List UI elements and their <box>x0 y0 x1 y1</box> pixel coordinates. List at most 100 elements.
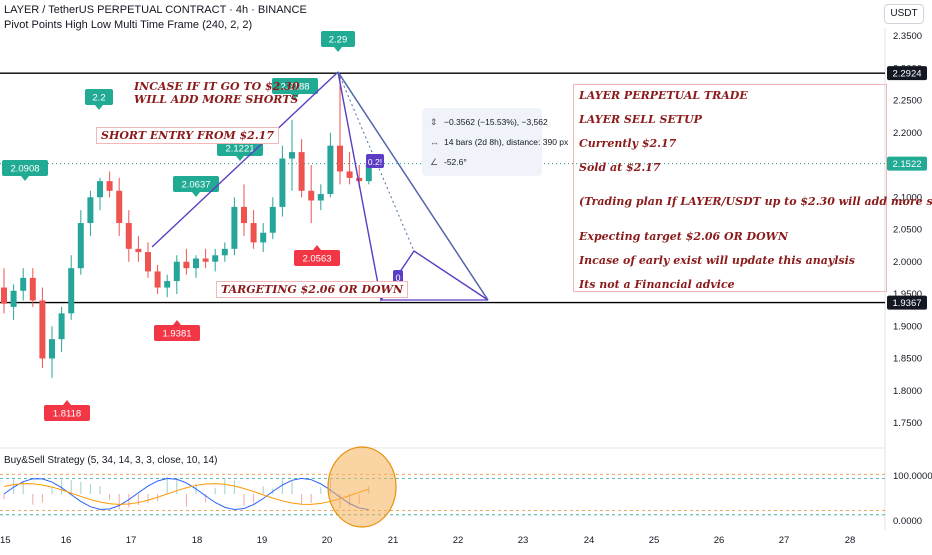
range-icon: ⇕ <box>430 117 438 127</box>
pivot-pointer <box>236 156 244 161</box>
measure-angle: -52.6° <box>444 157 467 167</box>
annotation-targeting: TARGETING $2.06 OR DOWN <box>216 281 409 298</box>
x-tick-label: 25 <box>649 535 660 546</box>
plan-line-4: Sold at $2.17 <box>579 161 661 174</box>
y-tick-label: 2.2000 <box>893 128 922 139</box>
candle-body <box>97 181 103 198</box>
oscillator-tick-label: 100.0000 <box>893 471 932 482</box>
annotation-short-entry: SHORT ENTRY FROM $2.17 <box>96 127 279 144</box>
trade-plan-box: LAYER PERPETUAL TRADE LAYER SELL SETUP C… <box>573 84 932 292</box>
pivot-pointer <box>192 192 200 197</box>
x-tick-label: 19 <box>257 535 268 546</box>
pivot-pointer <box>173 320 181 325</box>
candle-body <box>173 261 180 282</box>
symbol-title: LAYER / TetherUS PERPETUAL CONTRACT · 4h… <box>4 4 307 16</box>
pivot-label-box <box>272 78 318 94</box>
candle-body <box>346 171 353 178</box>
x-tick-label: 27 <box>779 535 790 546</box>
x-tick-label: 17 <box>126 535 137 546</box>
oscillator-tick-label: 0.0000 <box>893 516 922 527</box>
x-tick-label: 26 <box>714 535 725 546</box>
pivot-label-text: 1.8118 <box>53 409 81 420</box>
candle-body <box>202 258 209 262</box>
y-tick-label: 2.0500 <box>893 225 922 236</box>
measure-tooltip: ⇕ −0.3562 (−15.53%), −3,562 ↔ 14 bars (2d … <box>422 108 568 176</box>
pivot-label-box <box>2 160 48 176</box>
trend-line <box>151 71 339 248</box>
pivot-label-box <box>173 176 219 192</box>
candle-body <box>39 300 46 359</box>
price-tag-label: 1.9367 <box>892 298 921 309</box>
pivot-label-text: 2.2 <box>92 93 105 104</box>
candle-body <box>29 277 36 301</box>
candle-body <box>135 248 142 253</box>
candle-body <box>20 277 27 291</box>
y-tick-label: 2.3500 <box>893 31 922 42</box>
price-tag-label: 2.1522 <box>892 159 921 170</box>
pivot-pointer <box>21 176 29 181</box>
pivot-label-box <box>294 250 340 266</box>
plan-line-1: LAYER PERPETUAL TRADE <box>579 89 748 102</box>
pivot-pointer <box>313 245 321 250</box>
candle-body <box>116 190 123 224</box>
candle-body <box>87 197 94 224</box>
candle-body <box>145 252 151 272</box>
pivot-label-text: 2.0908 <box>10 164 39 175</box>
y-tick-label: 1.8000 <box>893 386 922 397</box>
pivot-label-text: 2.1221 <box>225 144 254 155</box>
candle-body <box>337 145 343 172</box>
plan-line-7: Incase of early exist will update this a… <box>579 254 855 267</box>
x-tick-label: 18 <box>192 535 203 546</box>
candle-body <box>1 287 7 304</box>
candle-body <box>183 261 190 269</box>
candle-body <box>289 152 295 159</box>
y-tick-label: 2.0000 <box>893 257 922 268</box>
pivot-pointer <box>291 94 299 99</box>
pivot-label-text: 2.2188 <box>280 82 309 93</box>
oscillator-line-k <box>3 477 369 511</box>
y-tick-label: 1.9500 <box>893 289 922 300</box>
candle-body <box>298 152 305 191</box>
y-tick-label: 1.9000 <box>893 321 922 332</box>
candle-body <box>58 313 65 340</box>
candle-body <box>154 271 161 288</box>
pivot-label-box <box>85 89 113 105</box>
candle-body <box>250 223 257 243</box>
oscillator-title: Buy&Sell Strategy (5, 34, 14, 3, 3, clos… <box>4 455 218 466</box>
candle-body <box>77 223 84 269</box>
y-tick-label: 2.2500 <box>893 96 922 107</box>
oscillator-highlight-circle <box>327 446 397 528</box>
pivot-label-text: 2.29 <box>329 35 348 46</box>
pivot-label-box <box>321 31 355 47</box>
bars-icon: ↔ <box>430 137 439 147</box>
candle-body <box>365 165 372 182</box>
x-tick-label: 28 <box>845 535 856 546</box>
pivot-label-text: 2.0637 <box>181 180 210 191</box>
pivot-label-box <box>154 325 200 341</box>
x-tick-label: 20 <box>322 535 333 546</box>
candle-body <box>279 158 286 207</box>
candle-body <box>212 255 219 262</box>
projection-label-box <box>393 270 403 284</box>
candle-body <box>231 206 238 249</box>
y-tick-label: 1.8500 <box>893 354 922 365</box>
price-tag-box <box>887 156 927 171</box>
projection-blue-line <box>337 71 489 301</box>
y-tick-label: 2.1000 <box>893 192 922 203</box>
price-tag-label: 2.2924 <box>892 69 921 80</box>
candle-body <box>125 223 132 249</box>
plan-line-2: LAYER SELL SETUP <box>579 113 702 126</box>
candle-body <box>356 177 363 182</box>
x-tick-label: 21 <box>388 535 399 546</box>
y-tick-label: 1.7500 <box>893 418 922 429</box>
price-tag-box <box>887 295 927 310</box>
x-tick-label: 15 <box>0 535 11 546</box>
measure-bars: 14 bars (2d 8h), distance: 390 px <box>444 137 569 147</box>
pivot-label-text: 1.9381 <box>162 329 191 340</box>
currency-button[interactable]: USDT <box>884 4 924 24</box>
plan-line-6: Expecting target $2.06 OR DOWN <box>579 230 789 243</box>
candle-body <box>68 268 75 314</box>
price-tag-box <box>887 66 927 81</box>
